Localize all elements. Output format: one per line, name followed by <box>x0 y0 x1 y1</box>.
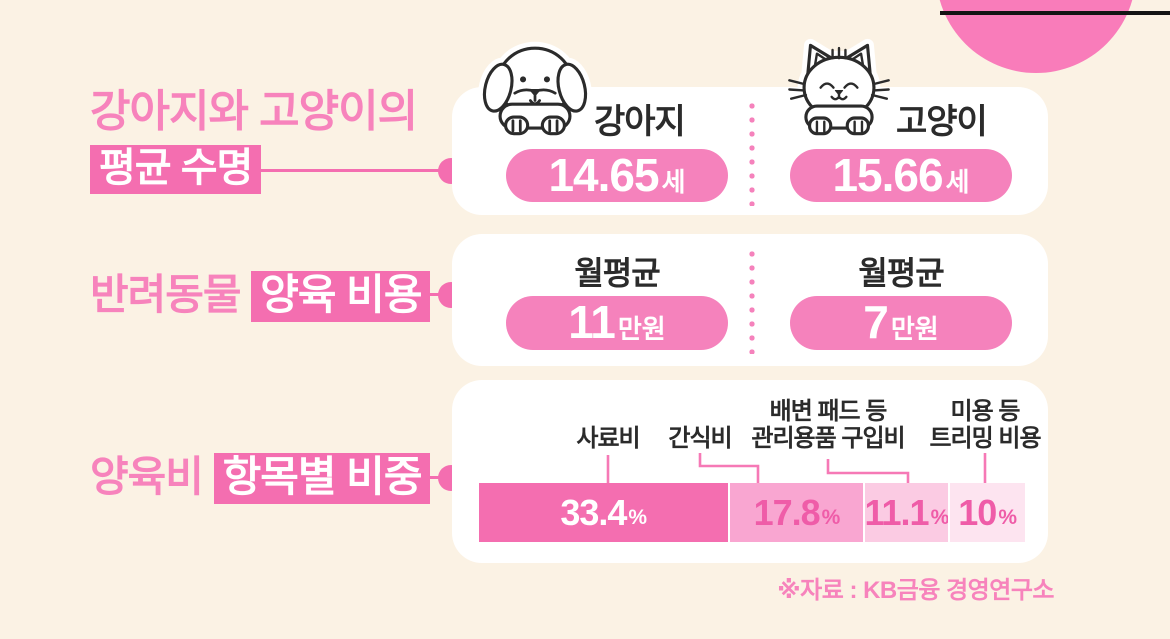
dog-lifespan-pill: 14.65 세 <box>506 149 728 202</box>
section-title-cost-highlight: 양육 비용 <box>251 271 431 322</box>
bar-segment-1: 33.4% <box>479 483 729 542</box>
decor-top-bar <box>940 11 1170 15</box>
cat-lifespan-pill: 15.66 세 <box>790 149 1012 202</box>
section-title-cost-plain: 반려동물 <box>90 271 242 318</box>
section-title-lifespan: 강아지와 고양이의 평균 수명 <box>90 87 418 194</box>
section-title-lifespan-plain: 강아지와 고양이의 <box>90 87 418 136</box>
section-title-breakdown-highlight: 항목별 비중 <box>213 453 431 504</box>
bar-segment-4: 10% <box>950 483 1025 542</box>
bar-segment-value: 10 <box>958 491 997 533</box>
cat-cost-value: 7 <box>863 296 889 348</box>
bar-segment-unit: % <box>821 505 841 529</box>
cat-cost-sublabel: 월평균 <box>858 255 944 291</box>
dog-label: 강아지 <box>594 103 686 141</box>
section-title-breakdown: 양육비 항목별 비중 <box>90 453 431 504</box>
bar-label-feed: 사료비 <box>548 425 668 452</box>
cat-cost-unit: 만원 <box>890 314 939 344</box>
bar-label-grooming: 미용 등 트리밍 비용 <box>900 398 1070 452</box>
bar-label-supplies-line2: 관리용품 구입비 <box>751 425 905 452</box>
dotted-divider-lifespan <box>749 100 755 206</box>
dog-cost-value: 11 <box>568 296 616 348</box>
bar-label-supplies: 배변 패드 등 관리용품 구입비 <box>743 398 913 452</box>
bar-label-grooming-line1: 미용 등 <box>950 398 1021 425</box>
dog-cost-pill: 11 만원 <box>506 296 728 350</box>
section-title-lifespan-highlight: 평균 수명 <box>90 145 262 194</box>
bar-label-grooming-line2: 트리밍 비용 <box>929 425 1041 452</box>
cat-cost-pill: 7 만원 <box>790 296 1012 350</box>
bar-label-snack: 간식비 <box>640 425 760 452</box>
bar-label-supplies-line1: 배변 패드 등 <box>769 398 888 425</box>
bar-segment-value: 33.4 <box>560 491 627 533</box>
cat-label: 고양이 <box>896 103 988 141</box>
cat-lifespan-unit: 세 <box>945 167 970 197</box>
bar-segment-unit: % <box>628 505 648 529</box>
dog-cost-unit: 만원 <box>617 314 666 344</box>
bar-segment-2: 17.8% <box>730 483 864 542</box>
dotted-divider-cost <box>749 248 755 354</box>
cost-breakdown-bar: 33.4% 17.8% 11.1% 10% <box>479 483 1025 542</box>
bar-label-feed-line: 사료비 <box>576 425 640 452</box>
bar-segment-unit: % <box>930 505 949 529</box>
section-title-cost: 반려동물 양육 비용 <box>90 271 431 322</box>
section-title-breakdown-plain: 양육비 <box>90 453 204 500</box>
dog-cost-sublabel: 월평균 <box>574 255 660 291</box>
cat-icon <box>788 38 890 141</box>
dog-lifespan-unit: 세 <box>661 167 686 197</box>
cat-lifespan-value: 15.66 <box>832 149 943 201</box>
source-note: ※자료 : KB금융 경영연구소 <box>777 577 1054 604</box>
dog-icon <box>478 41 592 141</box>
bar-segment-value: 17.8 <box>753 491 821 533</box>
bar-segment-value: 11.1 <box>865 491 929 533</box>
bar-segment-3: 11.1% <box>865 483 949 542</box>
bar-label-snack-line: 간식비 <box>668 425 732 452</box>
dog-lifespan-value: 14.65 <box>548 149 659 201</box>
bar-segment-unit: % <box>998 505 1018 529</box>
connector-line-lifespan <box>240 169 452 172</box>
bar-connectors <box>606 453 987 483</box>
